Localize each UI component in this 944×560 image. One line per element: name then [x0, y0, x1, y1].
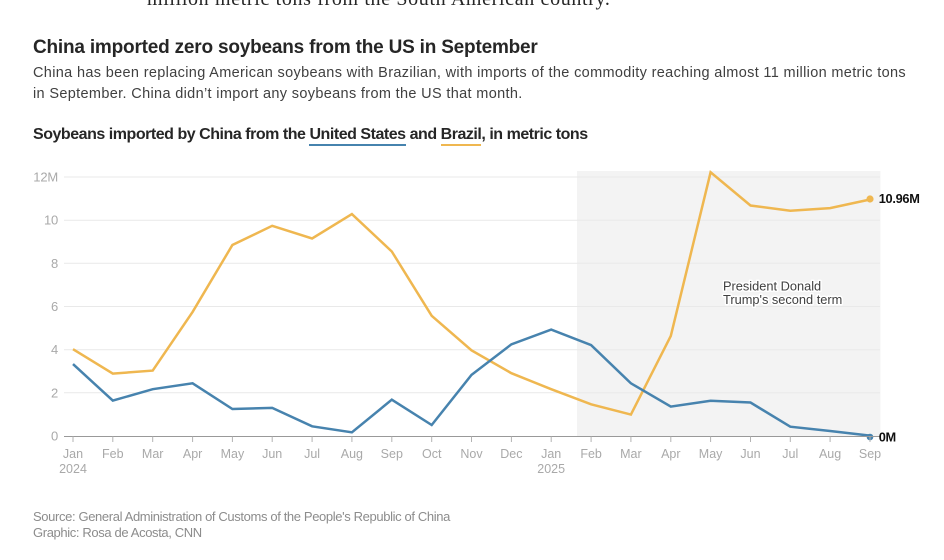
svg-text:Jul: Jul: [304, 447, 320, 461]
svg-text:Oct: Oct: [422, 447, 442, 461]
svg-text:Jun: Jun: [262, 447, 282, 461]
svg-text:6: 6: [51, 299, 58, 314]
svg-text:Feb: Feb: [580, 447, 602, 461]
svg-text:Aug: Aug: [819, 447, 841, 461]
svg-text:Jan: Jan: [541, 447, 561, 461]
svg-text:Trump's second term: Trump's second term: [723, 292, 842, 307]
svg-text:8: 8: [51, 256, 58, 271]
svg-text:4: 4: [51, 342, 58, 357]
svg-text:Mar: Mar: [620, 447, 642, 461]
svg-text:Dec: Dec: [500, 447, 522, 461]
svg-text:Sep: Sep: [859, 447, 881, 461]
svg-text:Mar: Mar: [142, 447, 164, 461]
svg-text:2: 2: [51, 385, 58, 400]
svg-text:12M: 12M: [33, 170, 58, 185]
svg-text:Apr: Apr: [183, 447, 202, 461]
svg-text:10.96M: 10.96M: [879, 191, 920, 206]
svg-text:Feb: Feb: [102, 447, 124, 461]
svg-text:0: 0: [51, 429, 58, 444]
svg-text:0M: 0M: [879, 429, 896, 444]
svg-text:Nov: Nov: [460, 447, 483, 461]
svg-text:Apr: Apr: [661, 447, 680, 461]
svg-text:Aug: Aug: [341, 447, 363, 461]
svg-text:2024: 2024: [59, 462, 87, 476]
svg-text:10: 10: [44, 213, 58, 228]
svg-text:2025: 2025: [537, 462, 565, 476]
svg-text:May: May: [221, 447, 245, 461]
svg-text:May: May: [699, 447, 723, 461]
svg-text:Sep: Sep: [381, 447, 403, 461]
svg-text:Jan: Jan: [63, 447, 83, 461]
svg-text:Jun: Jun: [740, 447, 760, 461]
svg-text:President Donald: President Donald: [723, 278, 821, 293]
svg-text:Jul: Jul: [782, 447, 798, 461]
